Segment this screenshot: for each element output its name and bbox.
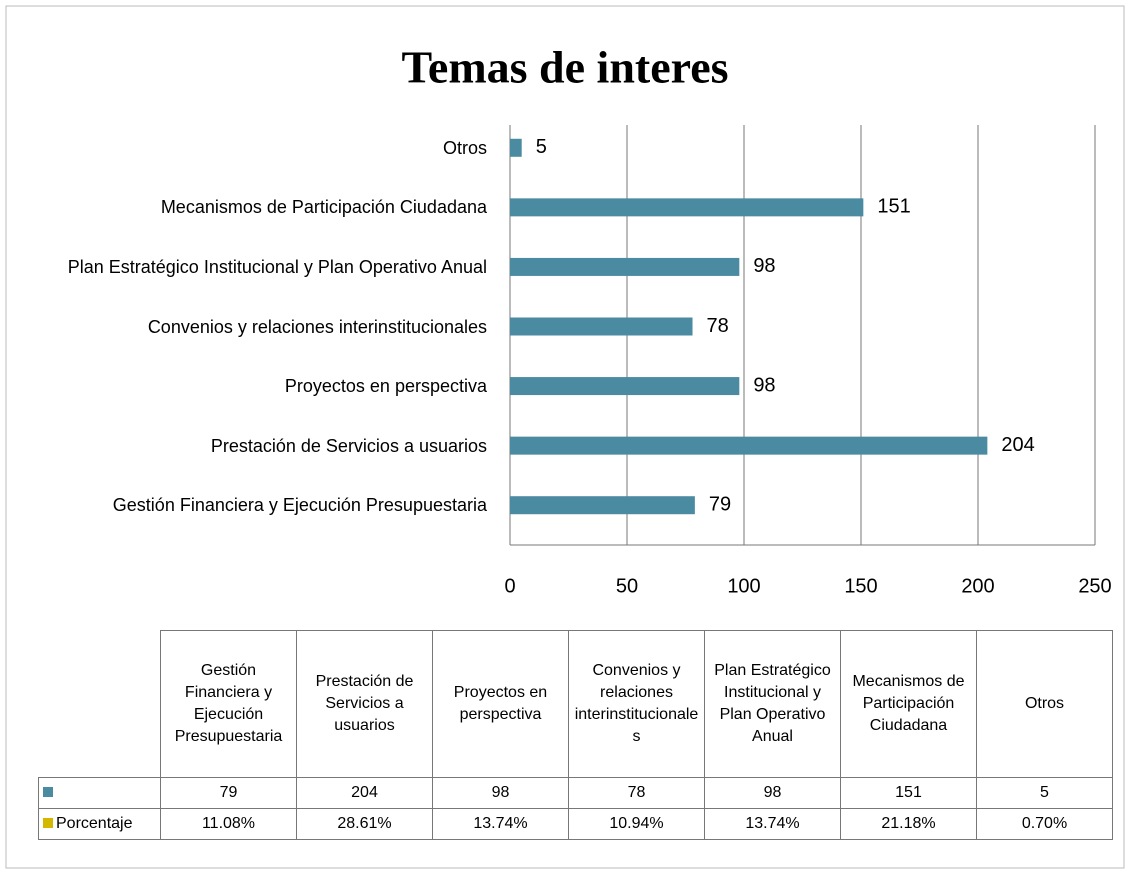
x-tick-label: 100 [727,575,760,597]
table-value: 79 [160,777,297,809]
x-tick-label: 200 [961,575,994,597]
legend-swatch [43,818,53,828]
bar [510,198,864,217]
data-label: 78 [707,315,729,337]
bar [510,317,693,336]
corner [39,631,161,778]
table-header: Otros [976,630,1113,778]
x-tick-label: 150 [844,575,877,597]
table-value: 98 [704,777,841,809]
row-label-text: Porcentaje [56,815,133,832]
table-percent: 13.74% [704,808,841,840]
chart-title: Temas de interes [401,42,728,93]
data-label: 98 [753,374,775,396]
x-tick-label: 50 [616,575,638,597]
table-header: Mecanismos de Participación Ciudadana [840,630,977,778]
y-tick-label: Otros [442,137,487,158]
table-header: Proyectos en perspectiva [432,630,569,778]
frame [5,5,1125,869]
row-label: Porcentaje [38,808,161,840]
y-tick-label: Prestación de Servicios a usuarios [210,435,487,456]
data-label: 98 [753,255,775,277]
table-value: 5 [976,777,1113,809]
bar [510,257,740,276]
table-percent: 28.61% [296,808,433,840]
table-header: Plan Estratégico Institucional y Plan Op… [704,630,841,778]
table-percent: 10.94% [568,808,705,840]
x-tick-label: 0 [504,575,515,597]
table-header: Gestión Financiera y Ejecución Presupues… [160,630,297,778]
bar [510,377,740,396]
table-value: 98 [432,777,569,809]
bar [510,138,522,157]
bar [510,496,695,515]
table-header: Convenios y relaciones interinstituciona… [568,630,705,778]
y-tick-label: Gestión Financiera y Ejecución Presupues… [112,495,487,516]
row-label [38,777,161,809]
table-percent: 11.08% [160,808,297,840]
y-tick-label: Proyectos en perspectiva [284,376,487,397]
table-percent: 21.18% [840,808,977,840]
data-table: Gestión Financiera y Ejecución Presupues… [38,630,1113,840]
y-tick-label: Mecanismos de Participación Ciudadana [160,197,487,218]
table-percent: 0.70% [976,808,1113,840]
table-value: 78 [568,777,705,809]
table-percent: 13.74% [432,808,569,840]
legend-swatch [43,787,53,797]
table-value: 204 [296,777,433,809]
bar [510,436,988,455]
table-header: Prestación de Servicios a usuarios [296,630,433,778]
data-label: 5 [536,136,547,158]
y-tick-label: Convenios y relaciones interinstituciona… [147,316,487,337]
data-label: 204 [1001,434,1034,456]
table-value: 151 [840,777,977,809]
y-tick-label: Plan Estratégico Institucional y Plan Op… [67,256,487,277]
data-label: 151 [877,196,910,218]
data-label: 79 [709,493,731,515]
x-tick-label: 250 [1078,575,1111,597]
